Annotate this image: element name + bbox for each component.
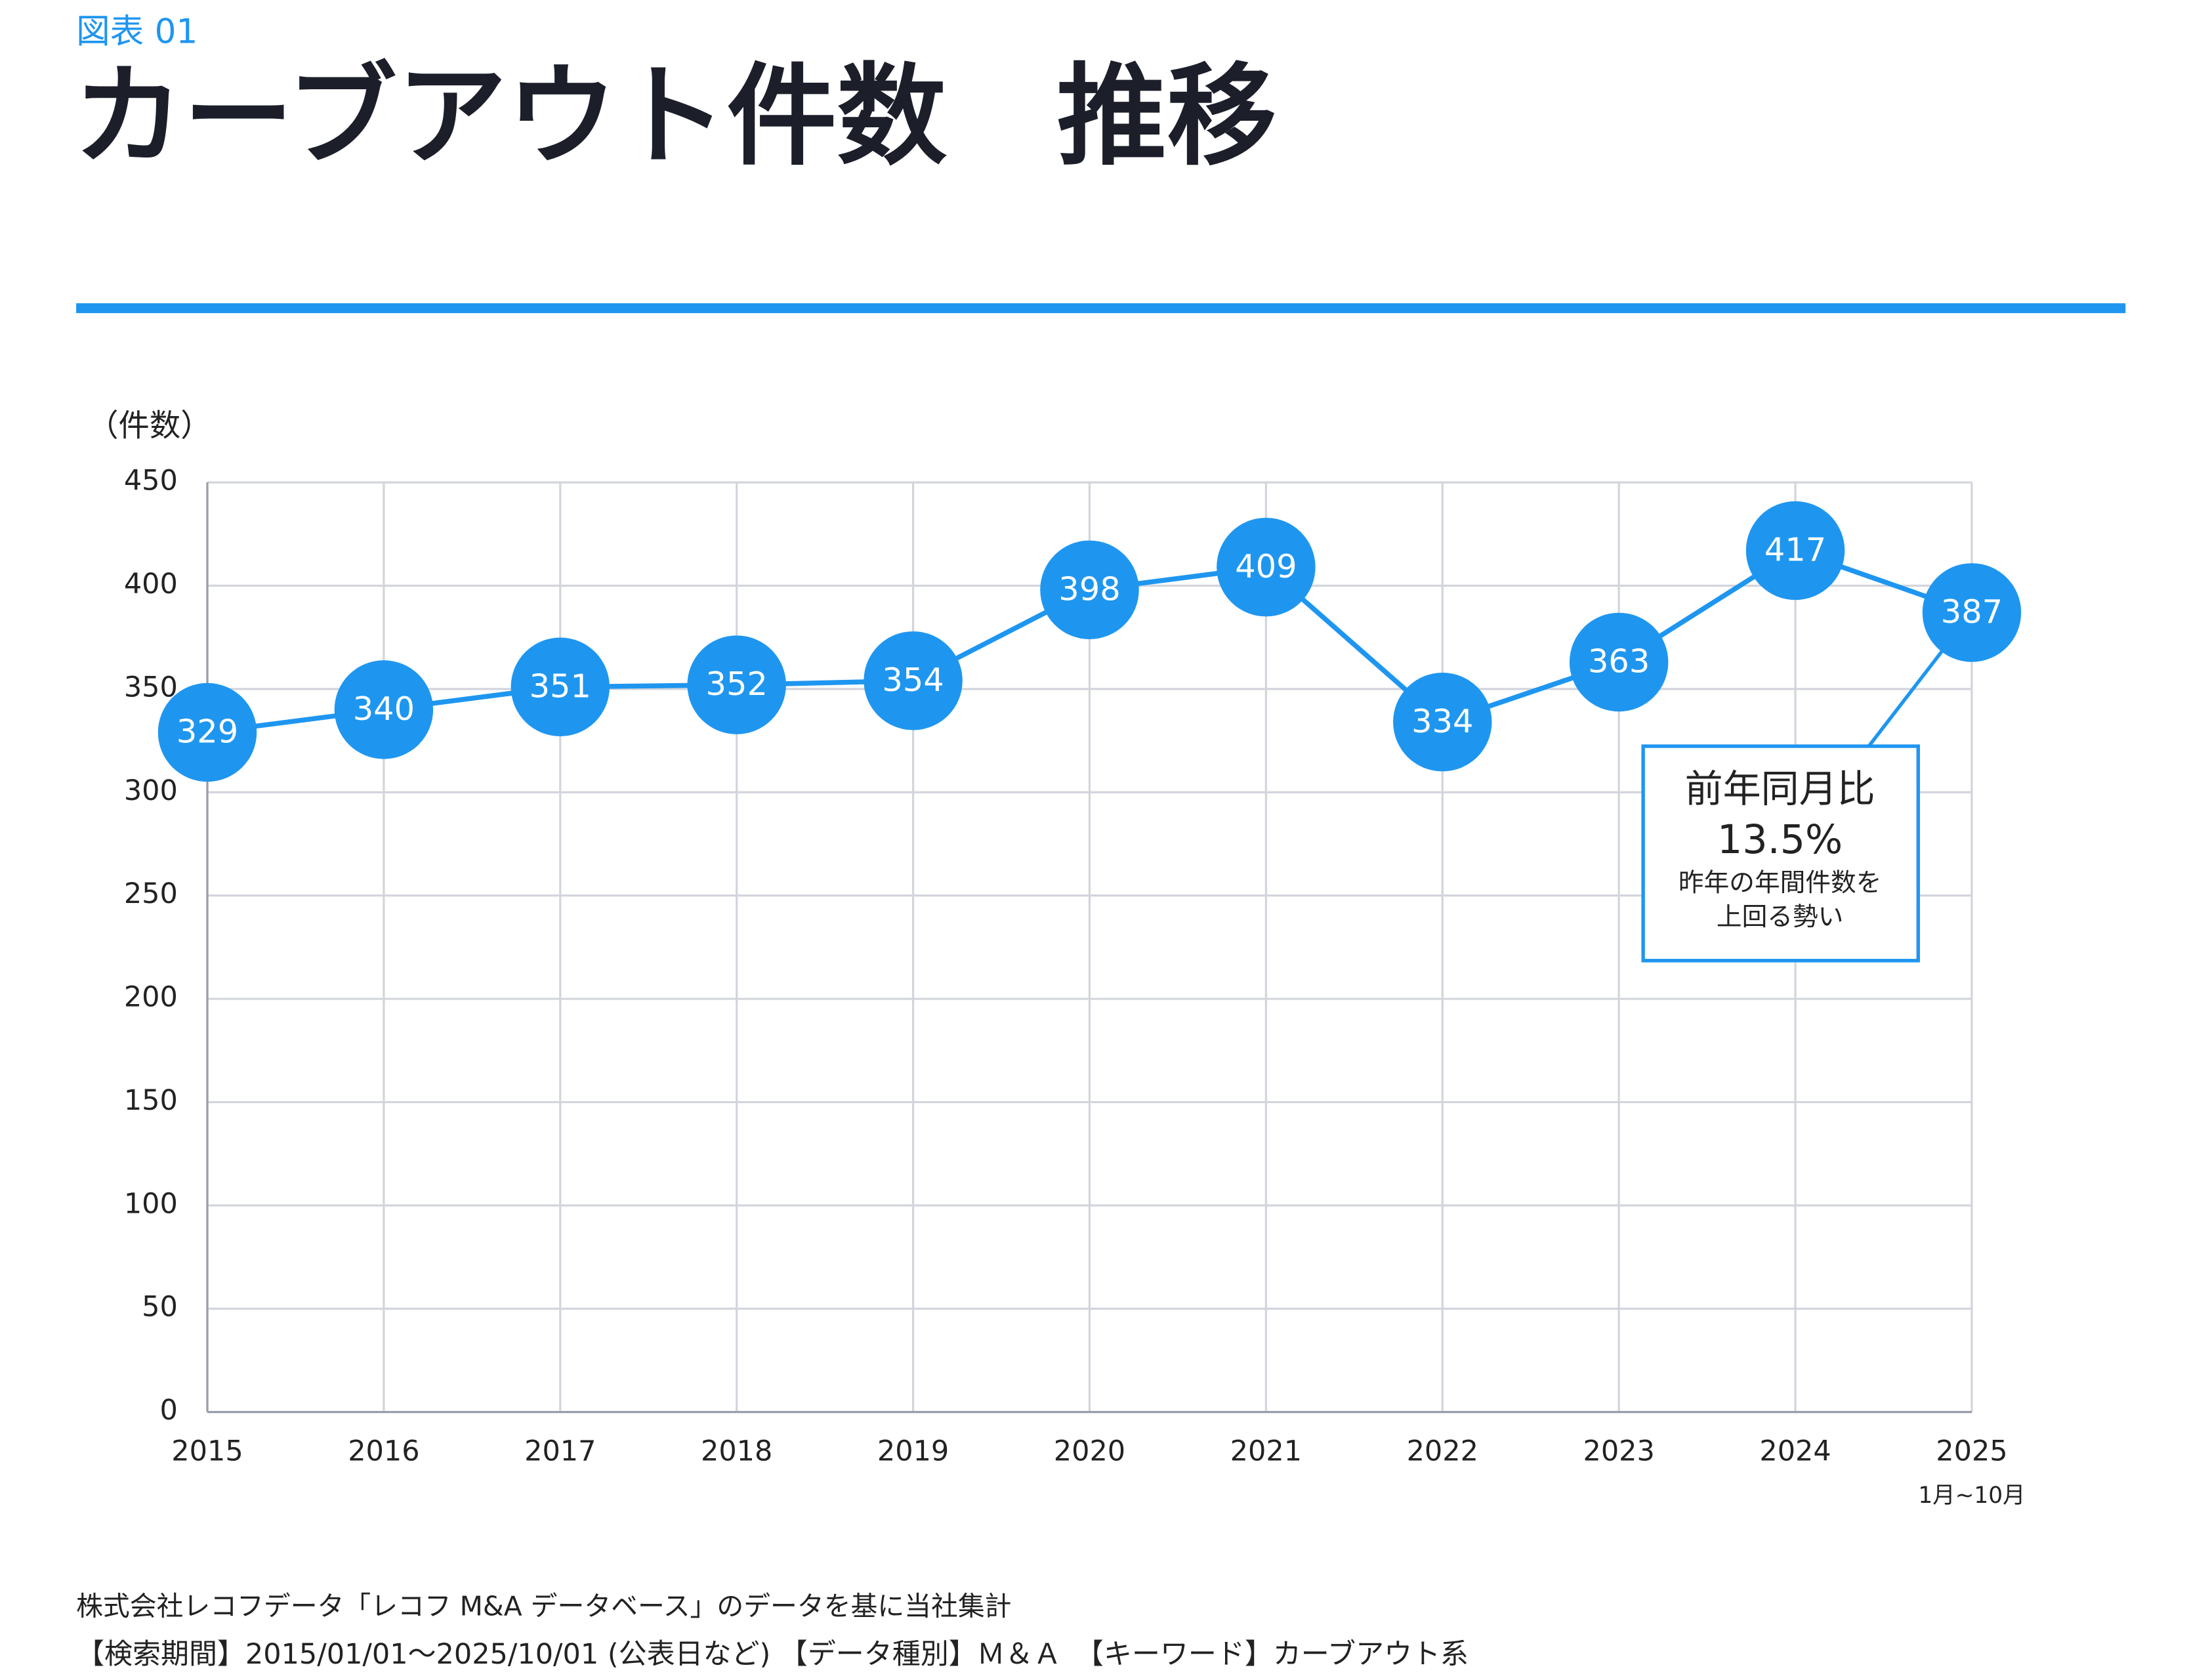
grid [206,481,1973,1414]
point-marker [1922,563,2022,662]
data-label: 417 [1764,531,1826,569]
header-rule [76,303,2126,314]
data-label: 352 [706,665,768,703]
data-label: 409 [1235,547,1297,585]
x-tick-label: 2016 [348,1435,419,1467]
y-tick-label: 150 [124,1084,178,1117]
y-tick-label: 300 [124,774,178,807]
y-tick-label: 50 [142,1291,178,1324]
y-tick-label: 400 [124,568,178,600]
x-tick-note: 1月~10月 [1918,1482,2025,1509]
data-label: 354 [882,661,944,699]
x-tick-label: 2023 [1583,1435,1654,1467]
y-tick-label: 250 [124,877,178,910]
y-tick-label: 0 [160,1394,178,1427]
x-tick-label: 2025 [1936,1435,2007,1467]
point-marker [687,635,786,734]
x-tick-label: 2018 [701,1435,772,1467]
point-marker [334,660,434,759]
x-tick-label: 2024 [1759,1435,1831,1467]
y-tick-label: 100 [124,1187,178,1220]
point-marker [1745,501,1845,600]
x-tick-label: 2020 [1054,1435,1125,1467]
callout-text: 昨年の年間件数を [1678,868,1882,898]
point-marker [864,631,963,730]
callout-text: 上回る勢い [1717,902,1843,932]
data-label: 398 [1058,570,1120,608]
y-axis-label: （件数） [87,408,211,444]
x-tick-label: 2019 [877,1435,949,1467]
plot: 329 340 351 352 354 398 409 334 363 417 387 [157,501,2022,782]
callout-box [1641,744,1920,963]
data-label: 340 [353,690,415,728]
source-note: 株式会社レコフデータ「レコフ M&A データベース」のデータを基に当社集計 [76,1590,1011,1622]
x-tick-label: 2017 [524,1435,596,1467]
callout-title: 前年同月比 [1685,766,1875,811]
data-label: 387 [1941,593,2003,631]
point-marker [511,637,610,736]
data-label: 334 [1411,702,1473,740]
y-tick-label: 200 [124,981,178,1014]
point-marker [1569,612,1669,712]
data-label: 351 [530,667,591,705]
figure-label: 図表 01 [76,12,198,52]
x-tick-label: 2015 [171,1435,243,1467]
x-tick-label: 2022 [1407,1435,1478,1467]
point-marker [1217,517,1316,617]
x-tick-label: 2021 [1230,1435,1302,1467]
data-label: 329 [177,713,238,751]
y-tick-label: 450 [124,465,178,497]
callout-value: 13.5% [1717,817,1843,863]
data-label: 363 [1588,642,1650,681]
point-marker [1393,673,1492,772]
conditions-note: 【検索期間】2015/01/01～2025/10/01 (公表日など) 【データ… [76,1638,1469,1671]
point-marker [1040,540,1139,640]
point-marker [157,682,257,782]
y-tick-label: 350 [124,671,178,704]
chart-title: カーブアウト件数 推移 [73,52,1277,180]
